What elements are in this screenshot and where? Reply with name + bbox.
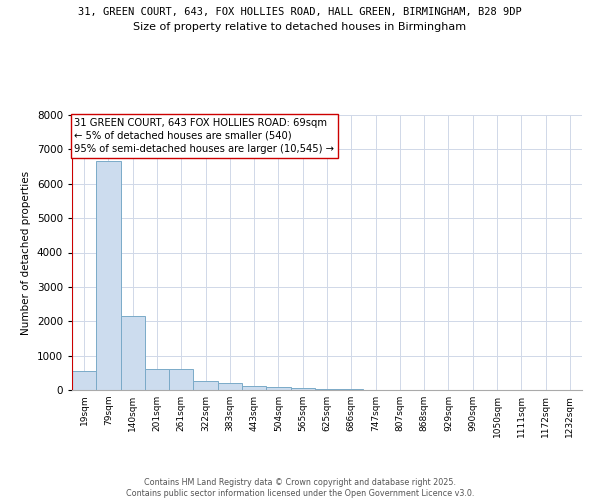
Text: 31 GREEN COURT, 643 FOX HOLLIES ROAD: 69sqm
← 5% of detached houses are smaller : 31 GREEN COURT, 643 FOX HOLLIES ROAD: 69… (74, 118, 334, 154)
Bar (96, 162, 121, 390)
Bar (121, 316, 145, 390)
Bar (290, 388, 315, 390)
Bar (218, 383, 242, 390)
Bar (266, 386, 290, 390)
Bar (242, 386, 266, 390)
Bar (169, 368, 193, 390)
Bar (72, 372, 96, 390)
Bar (193, 382, 218, 390)
Bar (315, 389, 339, 390)
Y-axis label: Number of detached properties: Number of detached properties (21, 170, 31, 334)
Text: Contains HM Land Registry data © Crown copyright and database right 2025.
Contai: Contains HM Land Registry data © Crown c… (126, 478, 474, 498)
Text: 31, GREEN COURT, 643, FOX HOLLIES ROAD, HALL GREEN, BIRMINGHAM, B28 9DP: 31, GREEN COURT, 643, FOX HOLLIES ROAD, … (78, 8, 522, 18)
Text: Size of property relative to detached houses in Birmingham: Size of property relative to detached ho… (133, 22, 467, 32)
Bar (145, 368, 169, 390)
